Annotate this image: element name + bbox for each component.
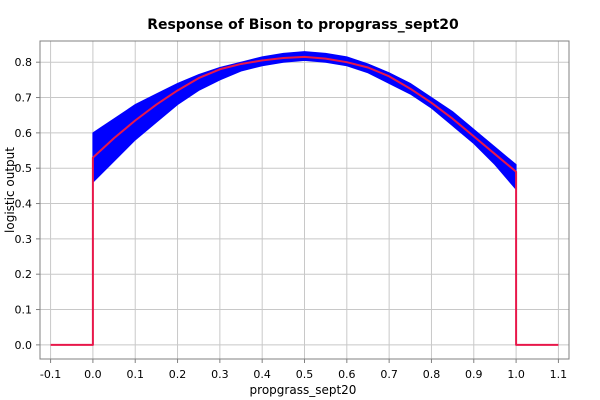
y-tick-label: 0.5 — [15, 162, 33, 175]
x-tick-label: 0.6 — [338, 368, 356, 381]
mean-response-line — [50, 55, 559, 346]
x-tick-label: 0.2 — [169, 368, 187, 381]
y-tick-label: 0.6 — [15, 127, 33, 140]
y-axis-ticks: 0.0 0.1 0.2 0.3 0.4 0.5 0.6 0.7 0.8 — [15, 56, 40, 352]
x-tick-label: 0.1 — [126, 368, 144, 381]
y-tick-label: 0.8 — [15, 56, 33, 69]
x-tick-label: 1.0 — [507, 368, 525, 381]
x-tick-label: -0.1 — [40, 368, 61, 381]
x-tick-label: 0.4 — [253, 368, 271, 381]
x-tick-label: 1.1 — [550, 368, 568, 381]
x-tick-label: 0.8 — [423, 368, 441, 381]
x-tick-label: 0.3 — [211, 368, 229, 381]
x-tick-label: 0.9 — [465, 368, 483, 381]
y-axis-title: logistic output — [3, 147, 17, 233]
x-axis-ticks: -0.1 0.0 0.1 0.2 0.3 0.4 0.5 0.6 0.7 0.8 0.9 1.0 1.1 — [40, 359, 567, 381]
y-tick-label: 0.4 — [15, 198, 33, 211]
x-tick-label: 0.0 — [84, 368, 102, 381]
y-tick-label: 0.2 — [15, 268, 33, 281]
x-tick-label: 0.7 — [380, 368, 398, 381]
y-tick-label: 0.3 — [15, 233, 33, 246]
chart-title: Response of Bison to propgrass_sept20 — [147, 17, 459, 33]
grid — [40, 41, 569, 359]
mean-response-polyline — [50, 55, 559, 346]
y-tick-label: 0.1 — [15, 304, 33, 317]
x-tick-label: 0.5 — [296, 368, 314, 381]
x-axis-title: propgrass_sept20 — [250, 383, 357, 397]
y-tick-label: 0.7 — [15, 92, 33, 105]
y-tick-label: 0.0 — [15, 339, 33, 352]
